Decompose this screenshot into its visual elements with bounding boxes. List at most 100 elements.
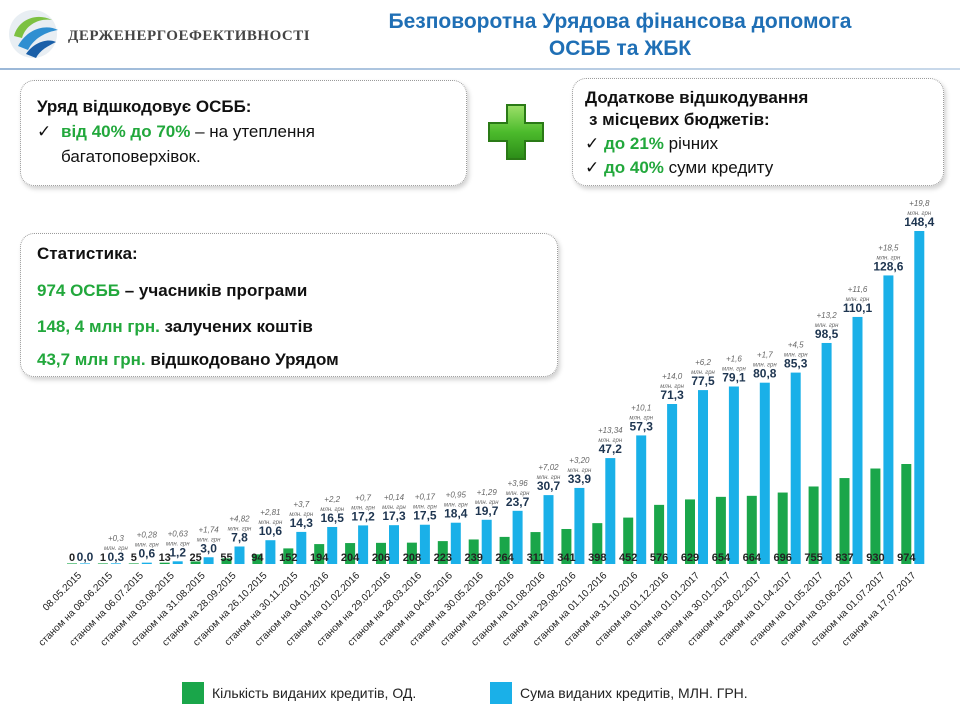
data-label-count: 194 [310,552,329,564]
increment-label: +14,0 [662,372,683,381]
bar-sum [481,519,492,564]
checkmark-icon: ✓ [585,134,604,153]
increment-label: +4,82 [229,514,250,523]
data-label-count: 452 [619,552,637,564]
data-label-count: 0 [69,552,75,564]
stat-participants-value: 974 ОСББ [37,281,121,300]
statistics-box: Статистика: 974 ОСББ – учасників програм… [20,233,558,377]
increment-label: +6,2 [695,358,711,367]
bar-sum [172,561,183,564]
statistics-heading: Статистика: [37,244,138,263]
bar-count [839,478,850,564]
increment-label: +3,7 [293,500,309,509]
bar-count [654,504,665,564]
data-label-count: 152 [279,552,297,564]
bar-count [561,528,572,564]
bar-count [221,558,232,564]
increment-label: +13,34 [598,426,623,435]
data-label-sum: 98,5 [815,327,839,341]
government-text-line2: багатоповерхівок. [61,147,201,166]
data-label-count: 398 [588,552,606,564]
data-label-count: 629 [681,552,699,564]
increment-label: +0,28 [137,531,158,540]
government-compensation-box: Уряд відшкодовує ОСББ: ✓ від 40% до 70% –… [20,80,467,186]
increment-label: +1,6 [726,355,742,364]
bar-sum [265,540,276,564]
increment-label: +3,20 [569,456,590,465]
bar-count [128,563,139,564]
bar-count [808,486,819,564]
data-label-sum: 85,3 [784,357,808,371]
increment-unit-label: млн. грн [815,323,839,329]
bar-sum [636,435,647,564]
stat-funds: 148, 4 млн грн. залучених коштів [37,317,313,337]
energy-logo-icon [9,10,58,58]
increment-unit-label: млн. грн [444,503,468,509]
data-label-sum: 17,3 [382,509,406,523]
title-line-2: ОСББ та ЖБК [548,37,692,60]
data-label-sum: 3,0 [200,541,217,555]
bar-count [870,468,881,564]
bar-count [252,554,263,564]
data-label-count: 755 [804,552,822,564]
increment-label: +1,74 [198,525,219,534]
data-label-sum: 79,1 [722,371,746,385]
increment-label: +4,5 [788,341,804,350]
data-label-sum: 0,3 [108,550,125,564]
bar-sum [728,386,739,564]
bar-sum [574,487,585,564]
data-label-count: 13 [159,552,171,564]
local-budget-box: Додаткове відшкодування з місцевих бюдже… [572,78,944,186]
increment-unit-label: млн. грн [413,505,437,511]
bar-sum [358,525,369,564]
stat-funds-value: 148, 4 млн грн. [37,317,160,336]
data-label-count: 311 [527,552,545,564]
increment-label: +3,96 [507,479,528,488]
increment-label: +10,1 [631,403,651,412]
bar-sum [389,525,399,564]
increment-unit-label: млн. грн [351,505,375,511]
increment-label: +0,14 [384,493,405,502]
local-item-2: ✓ до 40% суми кредиту [585,158,773,178]
bar-count [406,542,417,564]
increment-unit-label: млн. грн [259,520,283,526]
local-heading-line1: Додаткове відшкодування [585,88,809,107]
bar-sum [234,546,245,564]
bar-sum [821,342,832,564]
increment-unit-label: млн. грн [598,438,622,444]
increment-unit-label: млн. грн [784,353,808,359]
bar-count [592,523,603,564]
local-item-1-highlight: до 21% [603,134,664,153]
data-label-sum: 17,2 [351,509,375,523]
data-label-sum: 7,8 [231,530,248,544]
bar-count [530,532,541,564]
green-plus-icon [488,104,544,160]
increment-unit-label: млн. грн [907,211,931,217]
data-label-sum: 33,9 [568,472,592,486]
legend-label-sum: Сума виданих кредитів, МЛН. ГРН. [520,685,748,701]
stat-compensated-value: 43,7 млн грн. [37,350,146,369]
stat-participants-text: – учасників програми [120,281,308,300]
local-item-2-text: суми кредиту [663,158,774,177]
local-item-1: ✓ до 21% річних [585,134,718,154]
bar-sum [605,458,616,564]
bar-sum [141,562,152,564]
increment-label: +11,6 [848,285,868,294]
bar-count [901,464,912,564]
data-label-sum: 19,7 [475,504,499,518]
data-label-count: 341 [557,552,575,564]
data-label-count: 94 [251,552,264,564]
bar-sum [852,316,863,564]
increment-unit-label: млн. грн [506,491,530,497]
government-highlight: від 40% до 70% [61,122,191,141]
data-label-sum: 30,7 [537,479,561,493]
legend-swatch-blue [490,682,512,704]
bar-sum [914,231,925,564]
page-title: Безповоротна Урядова фінансова допомога … [300,8,940,62]
stat-funds-text: залучених коштів [159,317,313,336]
increment-label: +0,63 [168,529,189,538]
increment-label: +7,02 [538,463,559,472]
data-label-sum: 18,4 [444,507,468,521]
data-label-count: 25 [189,552,201,564]
data-label-sum: 10,6 [259,524,283,538]
